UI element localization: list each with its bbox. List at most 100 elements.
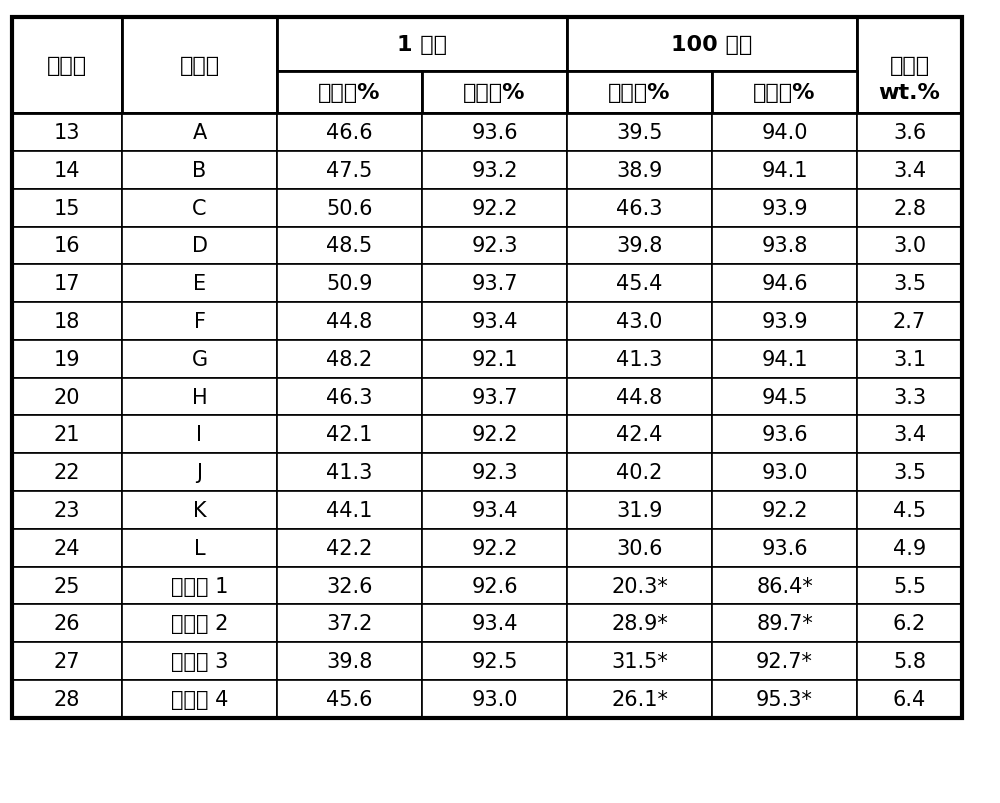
Bar bbox=[12, 190, 122, 227]
Text: 21: 21 bbox=[54, 425, 80, 445]
Bar bbox=[712, 416, 857, 454]
Bar bbox=[277, 529, 422, 567]
Bar bbox=[857, 454, 962, 491]
Text: 6.2: 6.2 bbox=[893, 613, 926, 634]
Bar bbox=[567, 152, 712, 190]
Text: 92.3: 92.3 bbox=[471, 463, 518, 483]
Bar bbox=[122, 416, 277, 454]
Text: H: H bbox=[192, 387, 207, 407]
Text: 19: 19 bbox=[54, 349, 80, 369]
Bar bbox=[277, 680, 422, 718]
Bar bbox=[422, 340, 567, 378]
Bar bbox=[12, 265, 122, 303]
Bar bbox=[857, 567, 962, 605]
Bar bbox=[122, 491, 277, 529]
Bar bbox=[422, 529, 567, 567]
Text: 93.6: 93.6 bbox=[761, 538, 808, 558]
Bar bbox=[857, 605, 962, 642]
Text: 对比例 3: 对比例 3 bbox=[171, 651, 228, 671]
Bar bbox=[567, 529, 712, 567]
Text: 44.8: 44.8 bbox=[326, 312, 373, 332]
Text: 39.8: 39.8 bbox=[616, 236, 663, 256]
Bar bbox=[12, 416, 122, 454]
Text: 95.3*: 95.3* bbox=[756, 689, 813, 709]
Bar bbox=[567, 605, 712, 642]
Text: 3.0: 3.0 bbox=[893, 236, 926, 256]
Bar bbox=[122, 642, 277, 680]
Bar bbox=[122, 529, 277, 567]
Bar bbox=[12, 114, 122, 152]
Bar bbox=[122, 340, 277, 378]
Bar bbox=[567, 72, 712, 114]
Text: 1 小时: 1 小时 bbox=[397, 35, 447, 55]
Bar bbox=[122, 190, 277, 227]
Bar bbox=[712, 605, 857, 642]
Text: F: F bbox=[194, 312, 206, 332]
Bar bbox=[712, 491, 857, 529]
Text: 15: 15 bbox=[54, 198, 80, 218]
Bar bbox=[12, 18, 962, 718]
Bar bbox=[567, 227, 712, 265]
Text: 93.4: 93.4 bbox=[471, 500, 518, 520]
Text: 42.4: 42.4 bbox=[616, 425, 663, 445]
Bar bbox=[122, 227, 277, 265]
Bar bbox=[857, 227, 962, 265]
Text: 32.6: 32.6 bbox=[326, 576, 373, 596]
Bar bbox=[277, 567, 422, 605]
Bar bbox=[712, 340, 857, 378]
Text: 92.7*: 92.7* bbox=[756, 651, 813, 671]
Text: 93.4: 93.4 bbox=[471, 613, 518, 634]
Text: 94.0: 94.0 bbox=[761, 123, 808, 143]
Bar bbox=[857, 680, 962, 718]
Bar bbox=[12, 605, 122, 642]
Text: 6.4: 6.4 bbox=[893, 689, 926, 709]
Text: 转化率%: 转化率% bbox=[608, 84, 671, 103]
Text: 对比例 1: 对比例 1 bbox=[171, 576, 228, 596]
Text: G: G bbox=[191, 349, 208, 369]
Bar bbox=[712, 680, 857, 718]
Bar bbox=[122, 114, 277, 152]
Text: B: B bbox=[192, 161, 207, 181]
Bar bbox=[857, 340, 962, 378]
Text: 3.5: 3.5 bbox=[893, 274, 926, 294]
Text: 50.9: 50.9 bbox=[326, 274, 373, 294]
Text: 92.5: 92.5 bbox=[471, 651, 518, 671]
Bar bbox=[12, 340, 122, 378]
Text: 45.6: 45.6 bbox=[326, 689, 373, 709]
Text: 18: 18 bbox=[54, 312, 80, 332]
Text: 42.1: 42.1 bbox=[326, 425, 373, 445]
Bar bbox=[12, 454, 122, 491]
Bar bbox=[857, 303, 962, 340]
Text: 48.5: 48.5 bbox=[326, 236, 373, 256]
Bar bbox=[277, 454, 422, 491]
Bar bbox=[277, 152, 422, 190]
Text: 26.1*: 26.1* bbox=[611, 689, 668, 709]
Bar bbox=[857, 378, 962, 416]
Bar bbox=[567, 416, 712, 454]
Bar bbox=[567, 303, 712, 340]
Text: 92.2: 92.2 bbox=[471, 538, 518, 558]
Bar bbox=[567, 454, 712, 491]
Text: E: E bbox=[193, 274, 206, 294]
Text: 24: 24 bbox=[54, 538, 80, 558]
Bar bbox=[422, 567, 567, 605]
Text: 31.9: 31.9 bbox=[616, 500, 663, 520]
Text: 43.0: 43.0 bbox=[616, 312, 663, 332]
Text: 37.2: 37.2 bbox=[326, 613, 373, 634]
Text: 39.8: 39.8 bbox=[326, 651, 373, 671]
Text: 17: 17 bbox=[54, 274, 80, 294]
Text: 93.6: 93.6 bbox=[761, 425, 808, 445]
Text: 93.6: 93.6 bbox=[471, 123, 518, 143]
Bar bbox=[277, 378, 422, 416]
Text: 3.4: 3.4 bbox=[893, 161, 926, 181]
Bar bbox=[857, 190, 962, 227]
Bar bbox=[12, 491, 122, 529]
Text: 25: 25 bbox=[54, 576, 80, 596]
Text: 93.7: 93.7 bbox=[471, 274, 518, 294]
Bar bbox=[712, 265, 857, 303]
Text: 26: 26 bbox=[54, 613, 80, 634]
Bar bbox=[12, 529, 122, 567]
Text: 30.6: 30.6 bbox=[616, 538, 663, 558]
Text: 2.8: 2.8 bbox=[893, 198, 926, 218]
Text: A: A bbox=[192, 123, 207, 143]
